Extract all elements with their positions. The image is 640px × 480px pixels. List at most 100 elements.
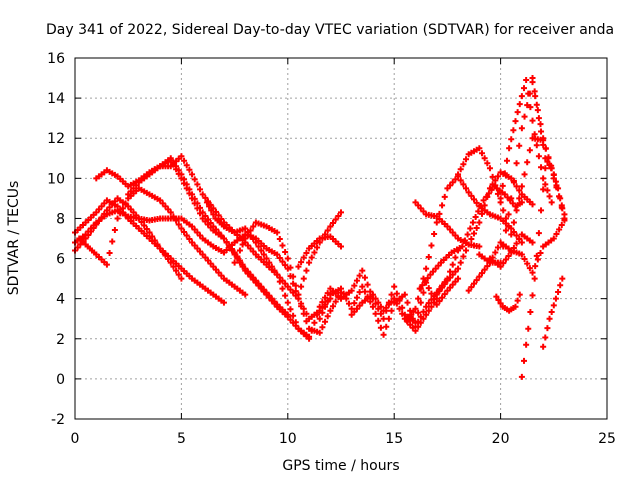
data-point bbox=[377, 310, 384, 317]
x-tick-label: 25 bbox=[598, 431, 616, 447]
data-point bbox=[202, 254, 209, 261]
data-point bbox=[415, 295, 422, 302]
data-point bbox=[423, 265, 430, 272]
data-point bbox=[308, 254, 315, 261]
data-point bbox=[492, 249, 499, 256]
data-point bbox=[415, 202, 422, 209]
data-point bbox=[282, 280, 289, 287]
data-point bbox=[548, 165, 555, 172]
data-point bbox=[428, 290, 435, 297]
data-point bbox=[439, 284, 446, 291]
data-point bbox=[544, 325, 551, 332]
data-point bbox=[377, 303, 384, 310]
data-point bbox=[449, 281, 456, 288]
data-point bbox=[521, 113, 528, 120]
data-point bbox=[351, 300, 358, 307]
data-point bbox=[276, 236, 283, 243]
data-point bbox=[311, 249, 318, 256]
data-point bbox=[531, 88, 538, 95]
data-point bbox=[191, 226, 198, 233]
data-point bbox=[538, 164, 545, 171]
data-point bbox=[367, 298, 374, 305]
data-point bbox=[114, 215, 121, 222]
data-point bbox=[537, 121, 544, 128]
data-point bbox=[130, 185, 137, 192]
data-point bbox=[173, 267, 180, 274]
y-tick-label: 12 bbox=[47, 131, 65, 147]
data-point bbox=[475, 208, 482, 215]
data-point bbox=[532, 263, 539, 270]
data-point bbox=[202, 212, 209, 219]
data-point bbox=[242, 225, 249, 232]
data-point bbox=[175, 221, 182, 228]
data-point bbox=[338, 285, 344, 292]
data-point bbox=[353, 305, 360, 312]
data-point bbox=[268, 297, 275, 304]
data-point bbox=[266, 294, 273, 301]
data-point bbox=[316, 303, 323, 310]
data-point bbox=[330, 219, 337, 226]
data-point bbox=[403, 317, 410, 324]
data-point bbox=[324, 297, 331, 304]
data-point bbox=[109, 201, 116, 208]
data-point bbox=[274, 229, 281, 236]
series-track-20 bbox=[465, 217, 568, 294]
data-point bbox=[189, 171, 196, 178]
data-point bbox=[501, 170, 508, 177]
data-point bbox=[509, 200, 516, 207]
data-point bbox=[531, 275, 538, 282]
data-point bbox=[199, 209, 206, 216]
chart-title: Day 341 of 2022, Sidereal Day-to-day VTE… bbox=[46, 22, 614, 38]
data-point bbox=[250, 223, 257, 230]
data-point bbox=[538, 207, 545, 214]
data-point bbox=[550, 171, 557, 178]
data-point bbox=[271, 267, 278, 274]
data-point bbox=[465, 287, 472, 294]
data-point bbox=[300, 254, 307, 261]
data-point bbox=[377, 324, 384, 331]
data-point bbox=[111, 198, 118, 205]
data-point bbox=[478, 270, 485, 277]
data-point bbox=[90, 222, 97, 229]
data-point bbox=[423, 311, 430, 318]
data-point bbox=[452, 278, 459, 285]
data-point bbox=[77, 241, 84, 248]
data-point bbox=[523, 77, 530, 84]
data-point bbox=[540, 186, 547, 193]
data-point bbox=[436, 288, 443, 295]
data-point bbox=[516, 101, 523, 108]
data-point bbox=[388, 298, 395, 305]
data-point bbox=[447, 268, 454, 275]
data-point bbox=[167, 155, 174, 162]
data-point bbox=[298, 259, 305, 266]
data-point bbox=[513, 232, 520, 239]
data-point bbox=[425, 285, 432, 292]
data-point bbox=[468, 284, 475, 291]
data-point bbox=[356, 289, 363, 296]
data-point bbox=[526, 265, 533, 272]
data-point bbox=[149, 233, 156, 240]
data-point bbox=[215, 229, 222, 236]
data-point bbox=[540, 141, 547, 148]
data-point bbox=[165, 206, 172, 213]
data-point bbox=[353, 277, 360, 284]
data-point bbox=[287, 286, 294, 293]
data-point bbox=[529, 201, 536, 208]
data-point bbox=[473, 224, 480, 231]
data-point bbox=[157, 245, 164, 252]
data-point bbox=[526, 147, 533, 154]
data-point bbox=[423, 303, 430, 310]
data-point bbox=[244, 270, 251, 277]
data-point bbox=[533, 252, 540, 259]
data-point bbox=[255, 243, 262, 250]
data-point bbox=[212, 226, 219, 233]
data-point bbox=[505, 253, 512, 260]
data-point bbox=[338, 243, 344, 250]
data-point bbox=[186, 186, 193, 193]
data-point bbox=[292, 288, 299, 295]
data-point bbox=[476, 145, 483, 152]
data-point bbox=[388, 307, 395, 314]
data-point bbox=[416, 285, 423, 292]
data-point bbox=[165, 256, 172, 263]
